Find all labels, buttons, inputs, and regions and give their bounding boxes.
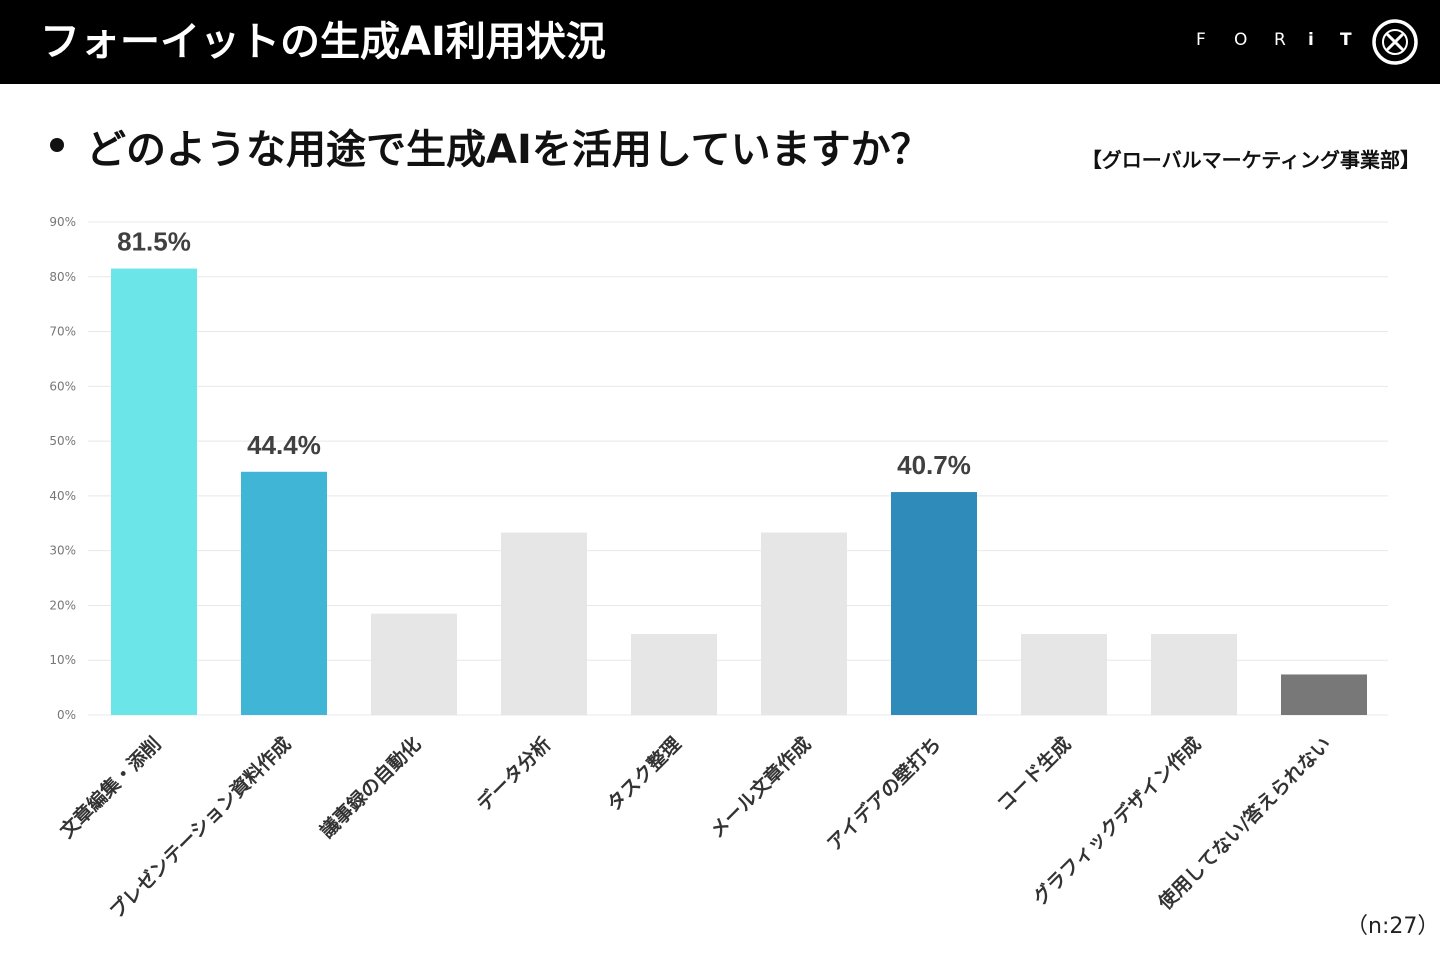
brand-wordmark: F O R i T bbox=[1196, 30, 1366, 56]
y-tick-label: 60% bbox=[49, 379, 76, 393]
y-tick-label: 50% bbox=[49, 434, 76, 448]
brand-letter: R bbox=[1274, 30, 1286, 50]
x-category-label: 文章編集・添削 bbox=[55, 732, 165, 842]
page-title: フォーイットの生成AI利用状況 bbox=[40, 19, 606, 65]
bar bbox=[891, 492, 977, 715]
y-tick-label: 30% bbox=[49, 544, 76, 558]
bar bbox=[371, 613, 457, 715]
bar bbox=[631, 633, 717, 715]
sample-size: （n:27） bbox=[1346, 914, 1440, 939]
bar bbox=[501, 532, 587, 715]
y-tick-label: 90% bbox=[49, 215, 76, 229]
y-tick-label: 10% bbox=[49, 653, 76, 667]
question-heading: どのような用途で生成AIを活用していますか？ bbox=[86, 127, 931, 173]
x-category-label: コード生成 bbox=[992, 732, 1075, 815]
question-row: どのような用途で生成AIを活用していますか？ 【グローバルマーケティング事業部】 bbox=[50, 118, 1430, 182]
brand-letter: i bbox=[1308, 30, 1314, 50]
data-label: 81.5% bbox=[117, 227, 191, 257]
brand-letter: O bbox=[1234, 30, 1248, 50]
bar bbox=[111, 268, 197, 715]
bar bbox=[1021, 633, 1107, 715]
y-tick-label: 20% bbox=[49, 598, 76, 612]
x-category-label: 議事録の自動化 bbox=[315, 732, 425, 842]
brand-logo-icon bbox=[1372, 19, 1418, 65]
y-tick-label: 0% bbox=[57, 708, 76, 722]
header-bar: フォーイットの生成AI利用状況 F O R i T bbox=[0, 0, 1440, 84]
bar bbox=[241, 471, 327, 715]
data-label: 40.7% bbox=[897, 450, 971, 480]
brand-letter: F bbox=[1196, 30, 1206, 50]
x-category-label: データ分析 bbox=[472, 732, 555, 815]
x-category-label: アイデアの壁打ち bbox=[822, 732, 945, 855]
y-tick-label: 80% bbox=[49, 270, 76, 284]
bullet-icon bbox=[50, 138, 64, 152]
brand-letter: T bbox=[1340, 30, 1352, 50]
bar bbox=[1151, 633, 1237, 715]
y-tick-label: 40% bbox=[49, 489, 76, 503]
y-tick-label: 70% bbox=[49, 325, 76, 339]
bar bbox=[1281, 674, 1367, 715]
x-category-label: メール文章作成 bbox=[705, 732, 815, 842]
data-label: 44.4% bbox=[247, 430, 321, 460]
usage-bar-chart: 0% 10% 20% 30% 40% 50% 60% 70% 80% 90% 81.5% 文章編集・添… bbox=[49, 215, 1388, 920]
bar bbox=[761, 532, 847, 715]
department-label: 【グローバルマーケティング事業部】 bbox=[1081, 148, 1420, 172]
x-category-label: タスク整理 bbox=[602, 732, 685, 815]
